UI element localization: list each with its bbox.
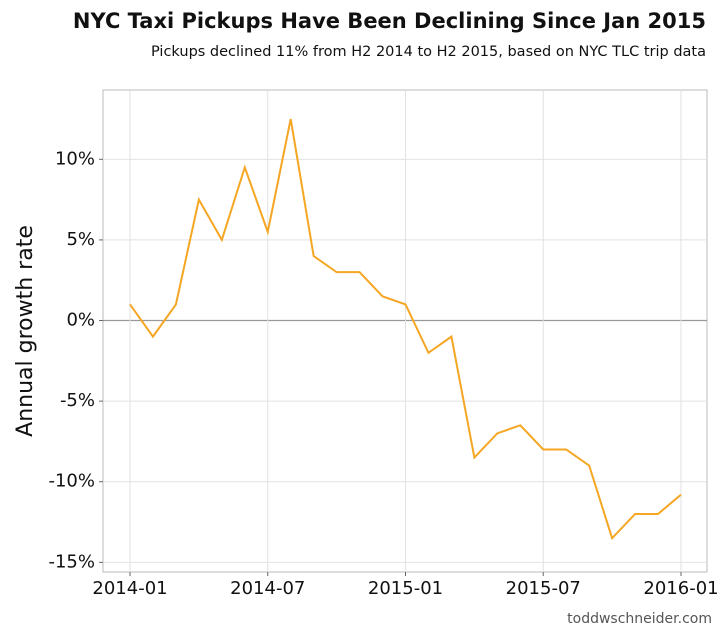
x-tick-label: 2014-07	[230, 578, 305, 599]
caption: toddwschneider.com	[567, 611, 712, 627]
x-tick-label: 2016-01	[643, 578, 718, 599]
y-tick-label: -15%	[48, 551, 95, 572]
y-tick-label: -10%	[48, 471, 95, 492]
x-tick-label: 2015-07	[506, 578, 581, 599]
chart-title: NYC Taxi Pickups Have Been Declining Sin…	[73, 9, 706, 33]
data-line	[129, 118, 682, 541]
y-tick-label: 10%	[55, 148, 95, 169]
y-tick-label: 0%	[66, 310, 95, 331]
x-tick-label: 2015-01	[368, 578, 443, 599]
x-tick-label: 2014-01	[92, 578, 167, 599]
chart-subtitle: Pickups declined 11% from H2 2014 to H2 …	[151, 44, 706, 60]
y-tick-label: -5%	[60, 390, 95, 411]
y-tick-label: 5%	[66, 229, 95, 250]
y-axis-label: Annual growth rate	[13, 225, 38, 437]
